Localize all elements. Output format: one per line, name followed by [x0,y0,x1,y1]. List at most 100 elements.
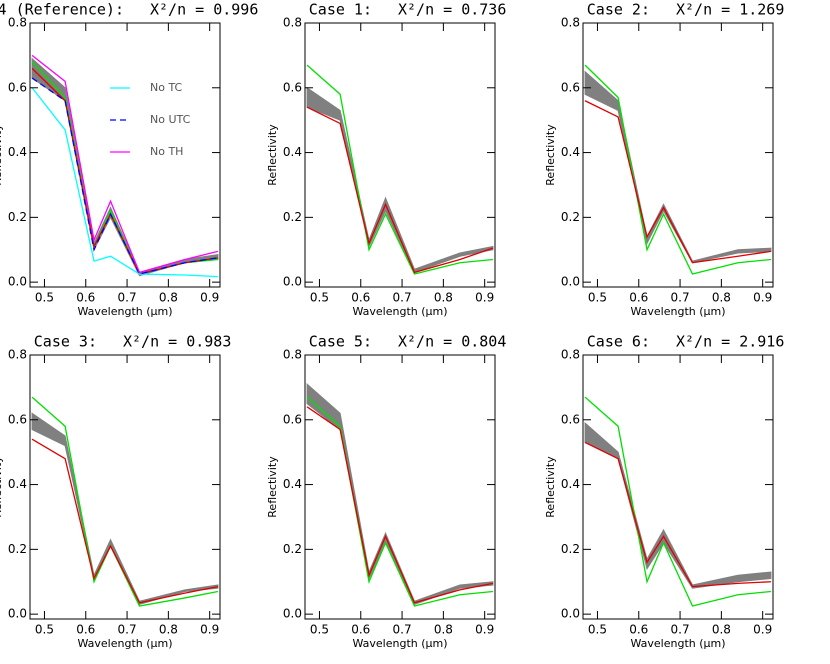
x-tick-label: 0.6 [629,623,648,637]
x-tick-label: 0.6 [629,291,648,305]
y-tick-label: 0.8 [283,348,302,362]
y-tick-label: 0.4 [283,477,302,491]
panel: Case 5: X²/n = 0.804 Wavelength (μm) Reflec… [266,333,506,651]
y-tick-label: 0.8 [561,348,580,362]
series-line [584,396,771,607]
series-line [306,106,494,274]
y-tick-label: 0.6 [561,80,580,94]
panel-stat: X²/n = 0.736 [398,1,506,19]
x-tick-label: 0.5 [310,623,329,637]
series-line [31,438,219,604]
x-tick-label: 0.8 [712,623,731,637]
y-tick-label: 0.0 [8,275,27,289]
y-tick-label: 0.6 [8,80,27,94]
x-tick-label: 0.9 [753,623,772,637]
x-tick-label: 0.5 [588,291,607,305]
plot-area [306,64,494,275]
series-line [306,64,493,275]
x-tick-label: 0.8 [434,291,453,305]
y-tick-label: 0.0 [283,607,302,621]
x-axis-label: Wavelength (μm) [630,305,725,318]
panel-title: Case 1: [309,1,372,19]
panel: Case 2: X²/n = 1.269 Wavelength (μm) Reflec… [544,1,784,319]
x-tick-label: 0.9 [200,623,219,637]
y-tick-label: 0.4 [561,145,580,159]
range-band [306,383,494,606]
y-tick-label: 0.4 [8,477,27,491]
series-line [584,100,772,264]
x-tick-label: 0.9 [753,291,772,305]
x-tick-label: 0.7 [671,291,690,305]
plot-frame [582,354,774,620]
range-band [31,412,219,606]
y-tick-label: 0.4 [8,145,27,159]
legend-label: No TH [150,145,183,158]
y-axis-label: Reflectivity [0,456,4,518]
panel: Case 1: X²/n = 0.736 Wavelength (μm) Reflec… [266,1,506,319]
plot-frame [29,22,221,288]
y-tick-label: 0.8 [8,16,27,30]
y-tick-label: 0.8 [561,16,580,30]
y-axis-label: Reflectivity [0,124,4,186]
x-tick-label: 0.7 [671,623,690,637]
x-axis-label: Wavelength (μm) [630,637,725,650]
plot-frame [582,22,774,288]
plot-area [31,396,219,607]
x-tick-label: 0.8 [712,291,731,305]
x-tick-label: 0.8 [159,291,178,305]
y-tick-label: 0.0 [561,607,580,621]
y-tick-label: 0.2 [561,210,580,224]
y-tick-label: 0.8 [283,16,302,30]
x-tick-label: 0.7 [393,291,412,305]
y-tick-label: 0.2 [8,210,27,224]
x-tick-label: 0.7 [118,291,137,305]
x-tick-label: 0.8 [434,623,453,637]
x-tick-label: 0.6 [351,623,370,637]
plot-area [584,396,772,607]
plot-frame [29,354,221,620]
plot-area [31,54,219,278]
series-line [584,441,771,588]
x-tick-label: 0.9 [475,623,494,637]
series-line [31,87,218,278]
y-tick-label: 0.0 [283,275,302,289]
x-tick-label: 0.5 [35,623,54,637]
plot-frame [304,22,496,288]
y-axis-label: Reflectivity [544,124,557,186]
range-band [584,421,772,589]
plot-frame [304,354,496,620]
x-tick-label: 0.5 [310,291,329,305]
x-tick-label: 0.9 [475,291,494,305]
x-tick-label: 0.6 [351,291,370,305]
panel-stat: X²/n = 2.916 [676,333,784,351]
x-axis-label: Wavelength (μm) [352,637,447,650]
y-tick-label: 0.0 [561,275,580,289]
panel: Case 3: X²/n = 0.983 Wavelength (μm) Reflec… [0,333,231,651]
panel-stat: X²/n = 0.996 [150,1,258,19]
x-tick-label: 0.5 [588,623,607,637]
panel-title: Case 6: [587,333,650,351]
legend-label: No UTC [150,113,191,126]
panel-title: Case 4 (Reference): [0,1,124,19]
x-axis-label: Wavelength (μm) [77,305,172,318]
panel-title: Case 5: [309,333,372,351]
x-tick-label: 0.7 [393,623,412,637]
panel-stat: X²/n = 0.983 [123,333,231,351]
y-tick-label: 0.0 [8,607,27,621]
x-axis-label: Wavelength (μm) [352,305,447,318]
legend-label: No TC [150,81,183,94]
y-axis-label: Reflectivity [266,124,279,186]
x-axis-label: Wavelength (μm) [77,637,172,650]
panel: Case 6: X²/n = 2.916 Wavelength (μm) Reflec… [544,333,784,651]
y-tick-label: 0.6 [8,412,27,426]
y-tick-label: 0.6 [283,412,302,426]
x-tick-label: 0.6 [76,623,95,637]
y-axis-label: Reflectivity [544,456,557,518]
x-tick-label: 0.8 [159,623,178,637]
panel-stat: X²/n = 1.269 [676,1,784,19]
series-line [584,64,771,275]
y-tick-label: 0.8 [8,348,27,362]
panel-stat: X²/n = 0.804 [398,333,506,351]
x-tick-label: 0.7 [118,623,137,637]
